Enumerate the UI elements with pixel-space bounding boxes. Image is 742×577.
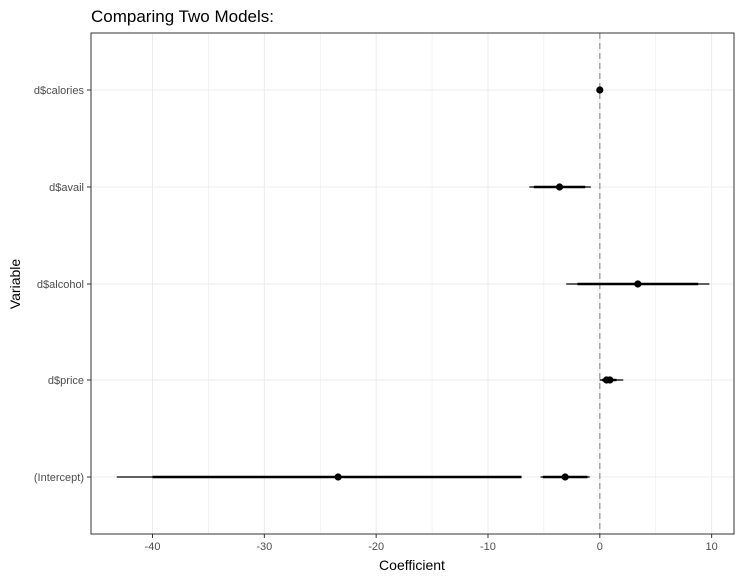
x-tick-label: -10 (480, 541, 496, 553)
estimate-point (555, 183, 564, 191)
estimate-point (602, 376, 611, 384)
x-tick-label: -30 (256, 541, 272, 553)
y-tick-label: d$alcohol (37, 279, 84, 291)
y-axis: (Intercept) d$price d$alcohol d$avail d$calo… (34, 85, 91, 484)
y-tick-label: d$avail (49, 182, 84, 194)
x-tick-label: -40 (145, 541, 161, 553)
y-axis-label: Variable (7, 259, 23, 310)
y-tick-label: d$calories (34, 85, 85, 97)
marks-layer (116, 86, 710, 481)
x-tick-label: 10 (706, 541, 718, 553)
estimate-point (634, 280, 642, 288)
chart-title: Comparing Two Models: (91, 7, 274, 26)
estimate-point (596, 86, 604, 94)
x-axis: -40 -30 -20 -10 0 10 (145, 534, 718, 553)
x-tick-label: 0 (597, 541, 603, 553)
estimate-point (334, 473, 342, 481)
y-tick-label: d$price (48, 375, 84, 387)
y-tick-label: (Intercept) (34, 472, 84, 484)
estimate-point (561, 473, 569, 481)
x-tick-label: -20 (368, 541, 384, 553)
x-axis-label: Coefficient (379, 557, 445, 573)
